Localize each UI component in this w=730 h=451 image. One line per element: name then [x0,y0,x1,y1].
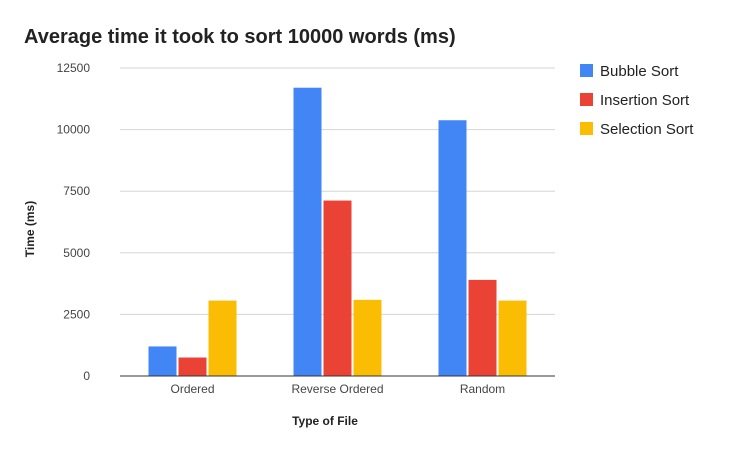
legend-label: Selection Sort [600,121,694,138]
bars [148,87,527,376]
x-tick-label: Reverse Ordered [291,382,383,396]
bar-bubble-sort-reverse-ordered [293,87,322,376]
y-tick-label: 7500 [63,184,90,198]
legend-label: Bubble Sort [600,63,679,80]
bar-bubble-sort-random [438,120,467,376]
y-tick-label: 12500 [57,61,91,75]
x-tick-label: Random [460,382,505,396]
legend-swatch [580,93,593,106]
bar-selection-sort-ordered [208,300,237,376]
legend-swatch [580,64,593,77]
bar-selection-sort-reverse-ordered [353,299,382,376]
legend-label: Insertion Sort [600,92,690,109]
x-tick-label: Ordered [170,382,214,396]
bar-insertion-sort-reverse-ordered [323,200,352,376]
bar-bubble-sort-ordered [148,346,177,376]
y-tick-label: 2500 [63,307,90,321]
y-axis-title: Time (ms) [23,201,37,257]
y-tick-label: 5000 [63,246,90,260]
legend-swatch [580,122,593,135]
y-tick-label: 0 [83,369,90,383]
y-tick-label: 10000 [57,123,91,137]
legend: Bubble Sort Insertion Sort Selection Sort [580,63,694,138]
bar-selection-sort-random [498,300,527,376]
x-axis-title: Type of File [292,414,358,428]
y-axis-ticks: 0 2500 5000 7500 10000 12500 [57,61,91,383]
bar-insertion-sort-ordered [178,357,207,376]
x-axis-ticks: Ordered Reverse Ordered Random [170,382,505,396]
bar-insertion-sort-random [468,279,497,376]
chart-title: Average time it took to sort 10000 words… [24,26,456,48]
